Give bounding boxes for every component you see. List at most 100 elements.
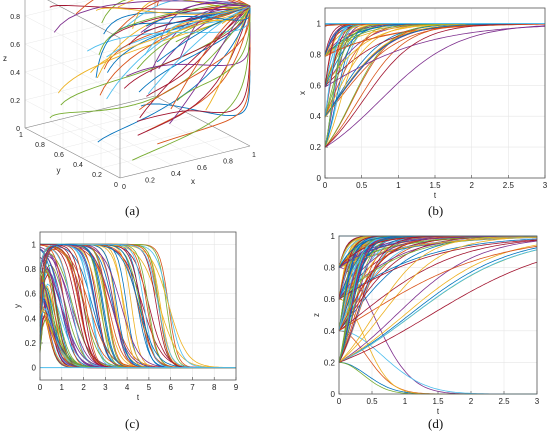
trajectory-line [338, 236, 538, 300]
trajectory-line [338, 235, 537, 363]
y-axis-label: y [57, 166, 61, 175]
trajectories-3d [49, 0, 251, 161]
tick-label-x: 0 [122, 184, 126, 191]
trajectory-line [95, 6, 248, 15]
z-axis-label: z [3, 54, 7, 63]
tick-label-y: 0.2 [25, 339, 37, 348]
tick-label-y: 1 [19, 132, 23, 139]
tick-label-x: 2.5 [498, 397, 510, 406]
caption-b: (b) [428, 203, 444, 218]
axes-frame [338, 235, 538, 395]
tick-label-y: 0.4 [310, 112, 322, 121]
trajectory-line [338, 240, 538, 363]
x-axis-label: t [137, 393, 140, 402]
box-edge [24, 127, 121, 179]
tick-label-y: 0.8 [25, 265, 37, 274]
tick-label-x: 0.5 [366, 397, 378, 406]
trajectory-line [338, 247, 538, 363]
trajectory-line [169, 5, 251, 125]
x-axis-label: t [437, 407, 440, 414]
tick-label-y: 0.6 [324, 295, 336, 304]
tick-label-z: 0.8 [10, 14, 20, 21]
tick-label-y: 0 [32, 364, 37, 373]
trajectory-line [97, 7, 250, 143]
tick-label-x: 0 [337, 397, 342, 406]
grid-line [24, 99, 121, 151]
x-axis-label: x [191, 177, 195, 186]
grid-line [50, 121, 147, 172]
y-axis-label: y [13, 304, 22, 308]
tick-label-x: 0 [38, 383, 43, 392]
tick-label-y: 0.2 [324, 358, 336, 367]
tick-label-y: 0.8 [35, 142, 45, 149]
trajectory-line [338, 236, 538, 363]
tick-label-x: 0.8 [223, 158, 233, 165]
tick-label-x: 3 [535, 397, 540, 406]
tick-label-y: 0.2 [92, 172, 102, 179]
tick-label-x: 0 [323, 181, 328, 190]
y-axis-label: x [298, 91, 307, 95]
panel-b: 0 0.5 1 1.5 2 2.5 3 0 0.2 0.4 0.6 0.8 1 t x (b) [275, 0, 550, 222]
tick-label-x: 0.2 [145, 178, 155, 185]
grid-line [81, 125, 213, 159]
grid-line [100, 135, 232, 169]
tick-label-x: 0.5 [356, 181, 368, 190]
trajectory-line [338, 261, 538, 363]
tick-label-y: 0 [331, 390, 336, 399]
tick-label-y: 0.4 [73, 162, 83, 169]
tick-label-x: 8 [212, 383, 217, 392]
trajectory-line [324, 25, 546, 148]
tick-label-x: 2 [469, 181, 474, 190]
trajectory-line [205, 5, 251, 111]
trajectory-line [132, 13, 251, 161]
trajectory-line [338, 238, 538, 300]
panel-c: 0 1 2 3 4 5 6 7 8 9 0 0.2 0.4 0.6 0.8 1 t y (c) [0, 222, 275, 435]
trajectory-line [324, 25, 546, 88]
tick-label-x: 2 [469, 397, 474, 406]
grid-line [24, 39, 156, 73]
tick-label-x: 1 [60, 383, 65, 392]
tick-label-x: 1 [403, 397, 408, 406]
panel-d: 0 0.5 1 1.5 2 2.5 3 0 0.2 0.4 0.6 0.8 1 t z (d) [275, 222, 550, 435]
chart-z-vs-t: 0 0.5 1 1.5 2 2.5 3 0 0.2 0.4 0.6 0.8 1 t z [312, 232, 540, 414]
tick-label-x: 1.5 [429, 181, 441, 190]
tick-label-z: 0.6 [10, 42, 20, 49]
grid-line [76, 114, 173, 166]
tick-label-y: 0.6 [310, 81, 322, 90]
tick-label-x: 3 [103, 383, 108, 392]
y-axis-label: z [312, 313, 321, 317]
tick-label-y: 0.2 [310, 143, 322, 152]
tick-label-z: 0.2 [10, 98, 20, 105]
tick-label-y: 0 [317, 174, 322, 183]
tick-label-x: 0.6 [197, 165, 207, 172]
trajectory-line [53, 0, 251, 33]
caption-c: (c) [125, 416, 140, 431]
tick-label-x: 2 [81, 383, 86, 392]
tick-label-y: 1 [32, 240, 37, 249]
trajectory-line [139, 13, 251, 111]
trajectory-line [338, 240, 538, 332]
chart-3d-phase: 00.20.40.60.8100.20.40.60.8100.20.40.60.… [3, 0, 256, 191]
tick-label-y: 0.6 [25, 290, 37, 299]
box-edge [154, 95, 251, 147]
tick-label-y: 0.8 [310, 50, 322, 59]
grid-line [62, 115, 194, 149]
caption-d: (d) [428, 416, 444, 431]
tick-label-y: 0.6 [54, 152, 64, 159]
tick-label-x: 1 [396, 181, 401, 190]
x-axis-label: t [434, 191, 437, 200]
tick-label-x: 7 [190, 383, 195, 392]
grid-line [24, 0, 92, 17]
trajectory-line [324, 23, 546, 148]
grid-line [24, 11, 156, 45]
tick-label-x: 3 [543, 181, 548, 190]
axes-frame [39, 231, 237, 381]
caption-a: (a) [125, 203, 140, 218]
tick-label-x: 2.5 [503, 181, 515, 190]
trajectory-line [338, 236, 537, 268]
tick-label-x: 9 [234, 383, 239, 392]
box-edge [119, 145, 251, 179]
grid-line [24, 15, 121, 67]
tick-label-x: 4 [125, 383, 130, 392]
tick-label-z: 0.4 [10, 70, 20, 77]
